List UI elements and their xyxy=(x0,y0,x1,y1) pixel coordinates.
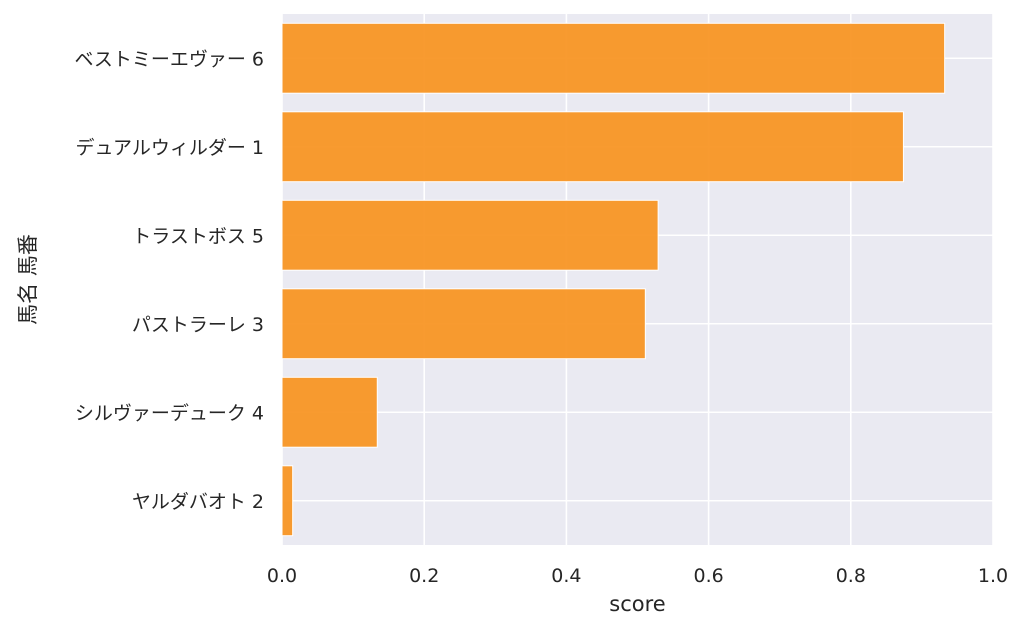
y-tick-label: ヤルダバオト 2 xyxy=(132,491,264,513)
x-tick-label: 0.4 xyxy=(551,565,581,587)
x-axis-label: score xyxy=(609,592,665,616)
plot-area xyxy=(282,14,993,545)
x-tick-label: 0.6 xyxy=(693,565,723,587)
bar xyxy=(281,111,904,183)
bar xyxy=(281,465,294,537)
bar xyxy=(281,22,946,94)
y-tick-label: ベストミーエヴァー 6 xyxy=(74,48,264,70)
bar xyxy=(281,199,659,271)
y-tick-labels: ベストミーエヴァー 6 デュアルウィルダー 1 トラストボス 5 パストラーレ 3 シル… xyxy=(74,48,264,513)
y-axis-label: 馬名 馬番 xyxy=(16,234,40,325)
x-tick-label: 0.2 xyxy=(409,565,439,587)
x-tick-label: 1.0 xyxy=(978,565,1008,587)
bar xyxy=(281,376,378,448)
x-tick-label: 0.8 xyxy=(836,565,866,587)
y-tick-label: デュアルウィルダー 1 xyxy=(75,137,264,159)
y-tick-label: シルヴァーデューク 4 xyxy=(75,402,264,424)
x-tick-label: 0.0 xyxy=(267,565,297,587)
x-tick-labels: 0.0 0.2 0.4 0.6 0.8 1.0 xyxy=(267,565,1008,587)
bars xyxy=(281,22,946,537)
y-tick-label: トラストボス 5 xyxy=(132,225,264,247)
bar xyxy=(281,288,646,360)
y-tick-label: パストラーレ 3 xyxy=(132,314,264,336)
